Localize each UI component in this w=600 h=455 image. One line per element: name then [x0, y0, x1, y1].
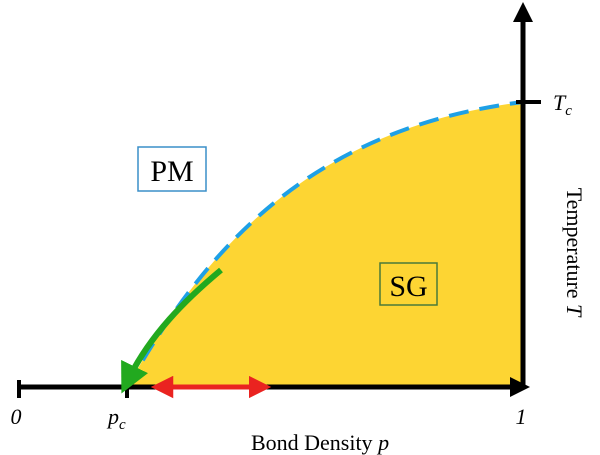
x-axis-variable: p	[376, 430, 389, 455]
x-axis-label: Bond Density p	[251, 430, 389, 455]
y-axis-variable: T	[562, 304, 587, 318]
x-tick-label-one: 1	[516, 404, 527, 429]
spin-glass-region	[127, 102, 523, 387]
y-tick-label-critical-sub: c	[565, 103, 572, 119]
arrow-up-icon	[513, 2, 533, 22]
x-tick-label-critical: pc	[106, 404, 126, 433]
x-tick-label-critical-sub: c	[119, 417, 126, 433]
sg-label-box	[379, 262, 438, 306]
curved-arrow-icon	[121, 267, 223, 394]
pm-label: PM	[150, 155, 193, 188]
y-tick-label-critical: Tc	[553, 90, 572, 119]
sg-label: SG	[389, 270, 427, 303]
arrow-right-icon	[510, 377, 530, 397]
y-axis-label: Temperature T	[562, 188, 587, 318]
phase-boundary-line	[125, 100, 524, 388]
x-tick-label-zero: 0	[11, 404, 22, 429]
pm-label-box	[137, 146, 207, 192]
